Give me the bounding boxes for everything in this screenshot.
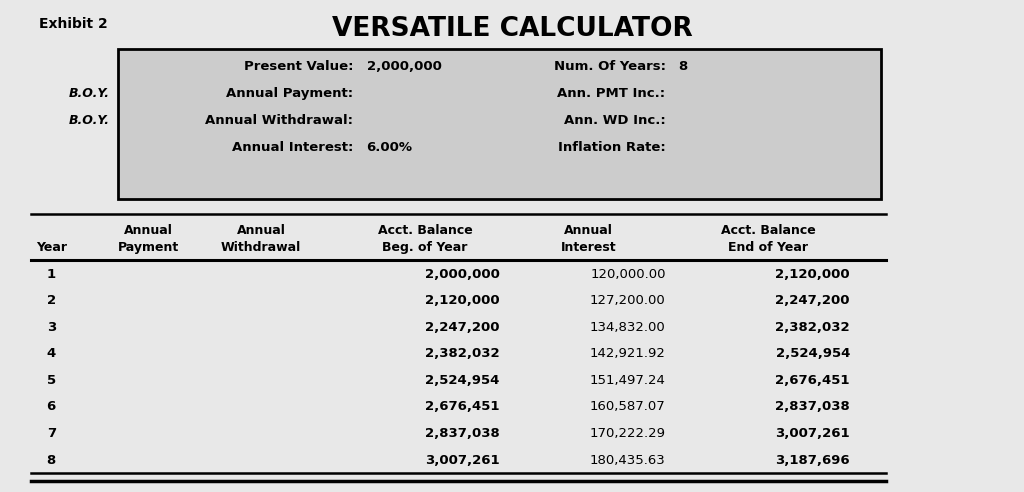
Text: 142,921.92: 142,921.92 [590,347,666,360]
Text: 2,000,000: 2,000,000 [367,60,441,73]
Text: 170,222.29: 170,222.29 [590,427,666,440]
Text: Ann. PMT Inc.:: Ann. PMT Inc.: [557,87,666,100]
Text: 3,007,261: 3,007,261 [425,454,500,466]
Text: Acct. Balance: Acct. Balance [721,224,815,237]
Text: 2,247,200: 2,247,200 [775,294,850,307]
Text: 6.00%: 6.00% [367,141,413,154]
Text: 2,000,000: 2,000,000 [425,268,500,280]
Text: 160,587.07: 160,587.07 [590,400,666,413]
Text: 7: 7 [47,427,55,440]
Text: 8: 8 [46,454,56,466]
Text: Annual: Annual [237,224,286,237]
Text: 2,676,451: 2,676,451 [425,400,500,413]
FancyBboxPatch shape [118,49,881,199]
Text: 3,187,696: 3,187,696 [775,454,850,466]
Text: Annual: Annual [564,224,613,237]
Text: 3: 3 [46,321,56,334]
Text: 134,832.00: 134,832.00 [590,321,666,334]
Text: Interest: Interest [561,241,616,254]
Text: Present Value:: Present Value: [244,60,353,73]
Text: 1: 1 [47,268,55,280]
Text: 2,120,000: 2,120,000 [425,294,500,307]
Text: B.O.Y.: B.O.Y. [69,87,110,100]
Text: 2,837,038: 2,837,038 [425,427,500,440]
Text: Annual Withdrawal:: Annual Withdrawal: [205,114,353,127]
Text: 127,200.00: 127,200.00 [590,294,666,307]
Text: Year: Year [36,241,67,254]
Text: Annual: Annual [124,224,173,237]
Text: Ann. WD Inc.:: Ann. WD Inc.: [564,114,666,127]
Text: Withdrawal: Withdrawal [221,241,301,254]
Text: 4: 4 [46,347,56,360]
Text: 2,247,200: 2,247,200 [425,321,500,334]
Text: 2,524,954: 2,524,954 [775,347,850,360]
Text: 2,837,038: 2,837,038 [775,400,850,413]
Text: 8: 8 [678,60,687,73]
Text: End of Year: End of Year [728,241,808,254]
Text: 2,120,000: 2,120,000 [775,268,850,280]
Text: 2,382,032: 2,382,032 [425,347,500,360]
Text: Acct. Balance: Acct. Balance [378,224,472,237]
Text: 5: 5 [47,374,55,387]
Text: VERSATILE CALCULATOR: VERSATILE CALCULATOR [332,16,692,42]
Text: 3,007,261: 3,007,261 [775,427,850,440]
Text: 2,382,032: 2,382,032 [775,321,850,334]
Text: 2,524,954: 2,524,954 [425,374,500,387]
Text: 180,435.63: 180,435.63 [590,454,666,466]
Text: Num. Of Years:: Num. Of Years: [554,60,666,73]
Text: Exhibit 2: Exhibit 2 [39,17,108,31]
Text: B.O.Y.: B.O.Y. [69,114,110,127]
Text: 2,676,451: 2,676,451 [775,374,850,387]
Text: Annual Payment:: Annual Payment: [226,87,353,100]
Text: Annual Interest:: Annual Interest: [231,141,353,154]
Text: 2: 2 [47,294,55,307]
Text: Beg. of Year: Beg. of Year [382,241,468,254]
Text: 120,000.00: 120,000.00 [590,268,666,280]
Text: 6: 6 [46,400,56,413]
Text: Payment: Payment [118,241,179,254]
Text: Inflation Rate:: Inflation Rate: [558,141,666,154]
Text: 151,497.24: 151,497.24 [590,374,666,387]
